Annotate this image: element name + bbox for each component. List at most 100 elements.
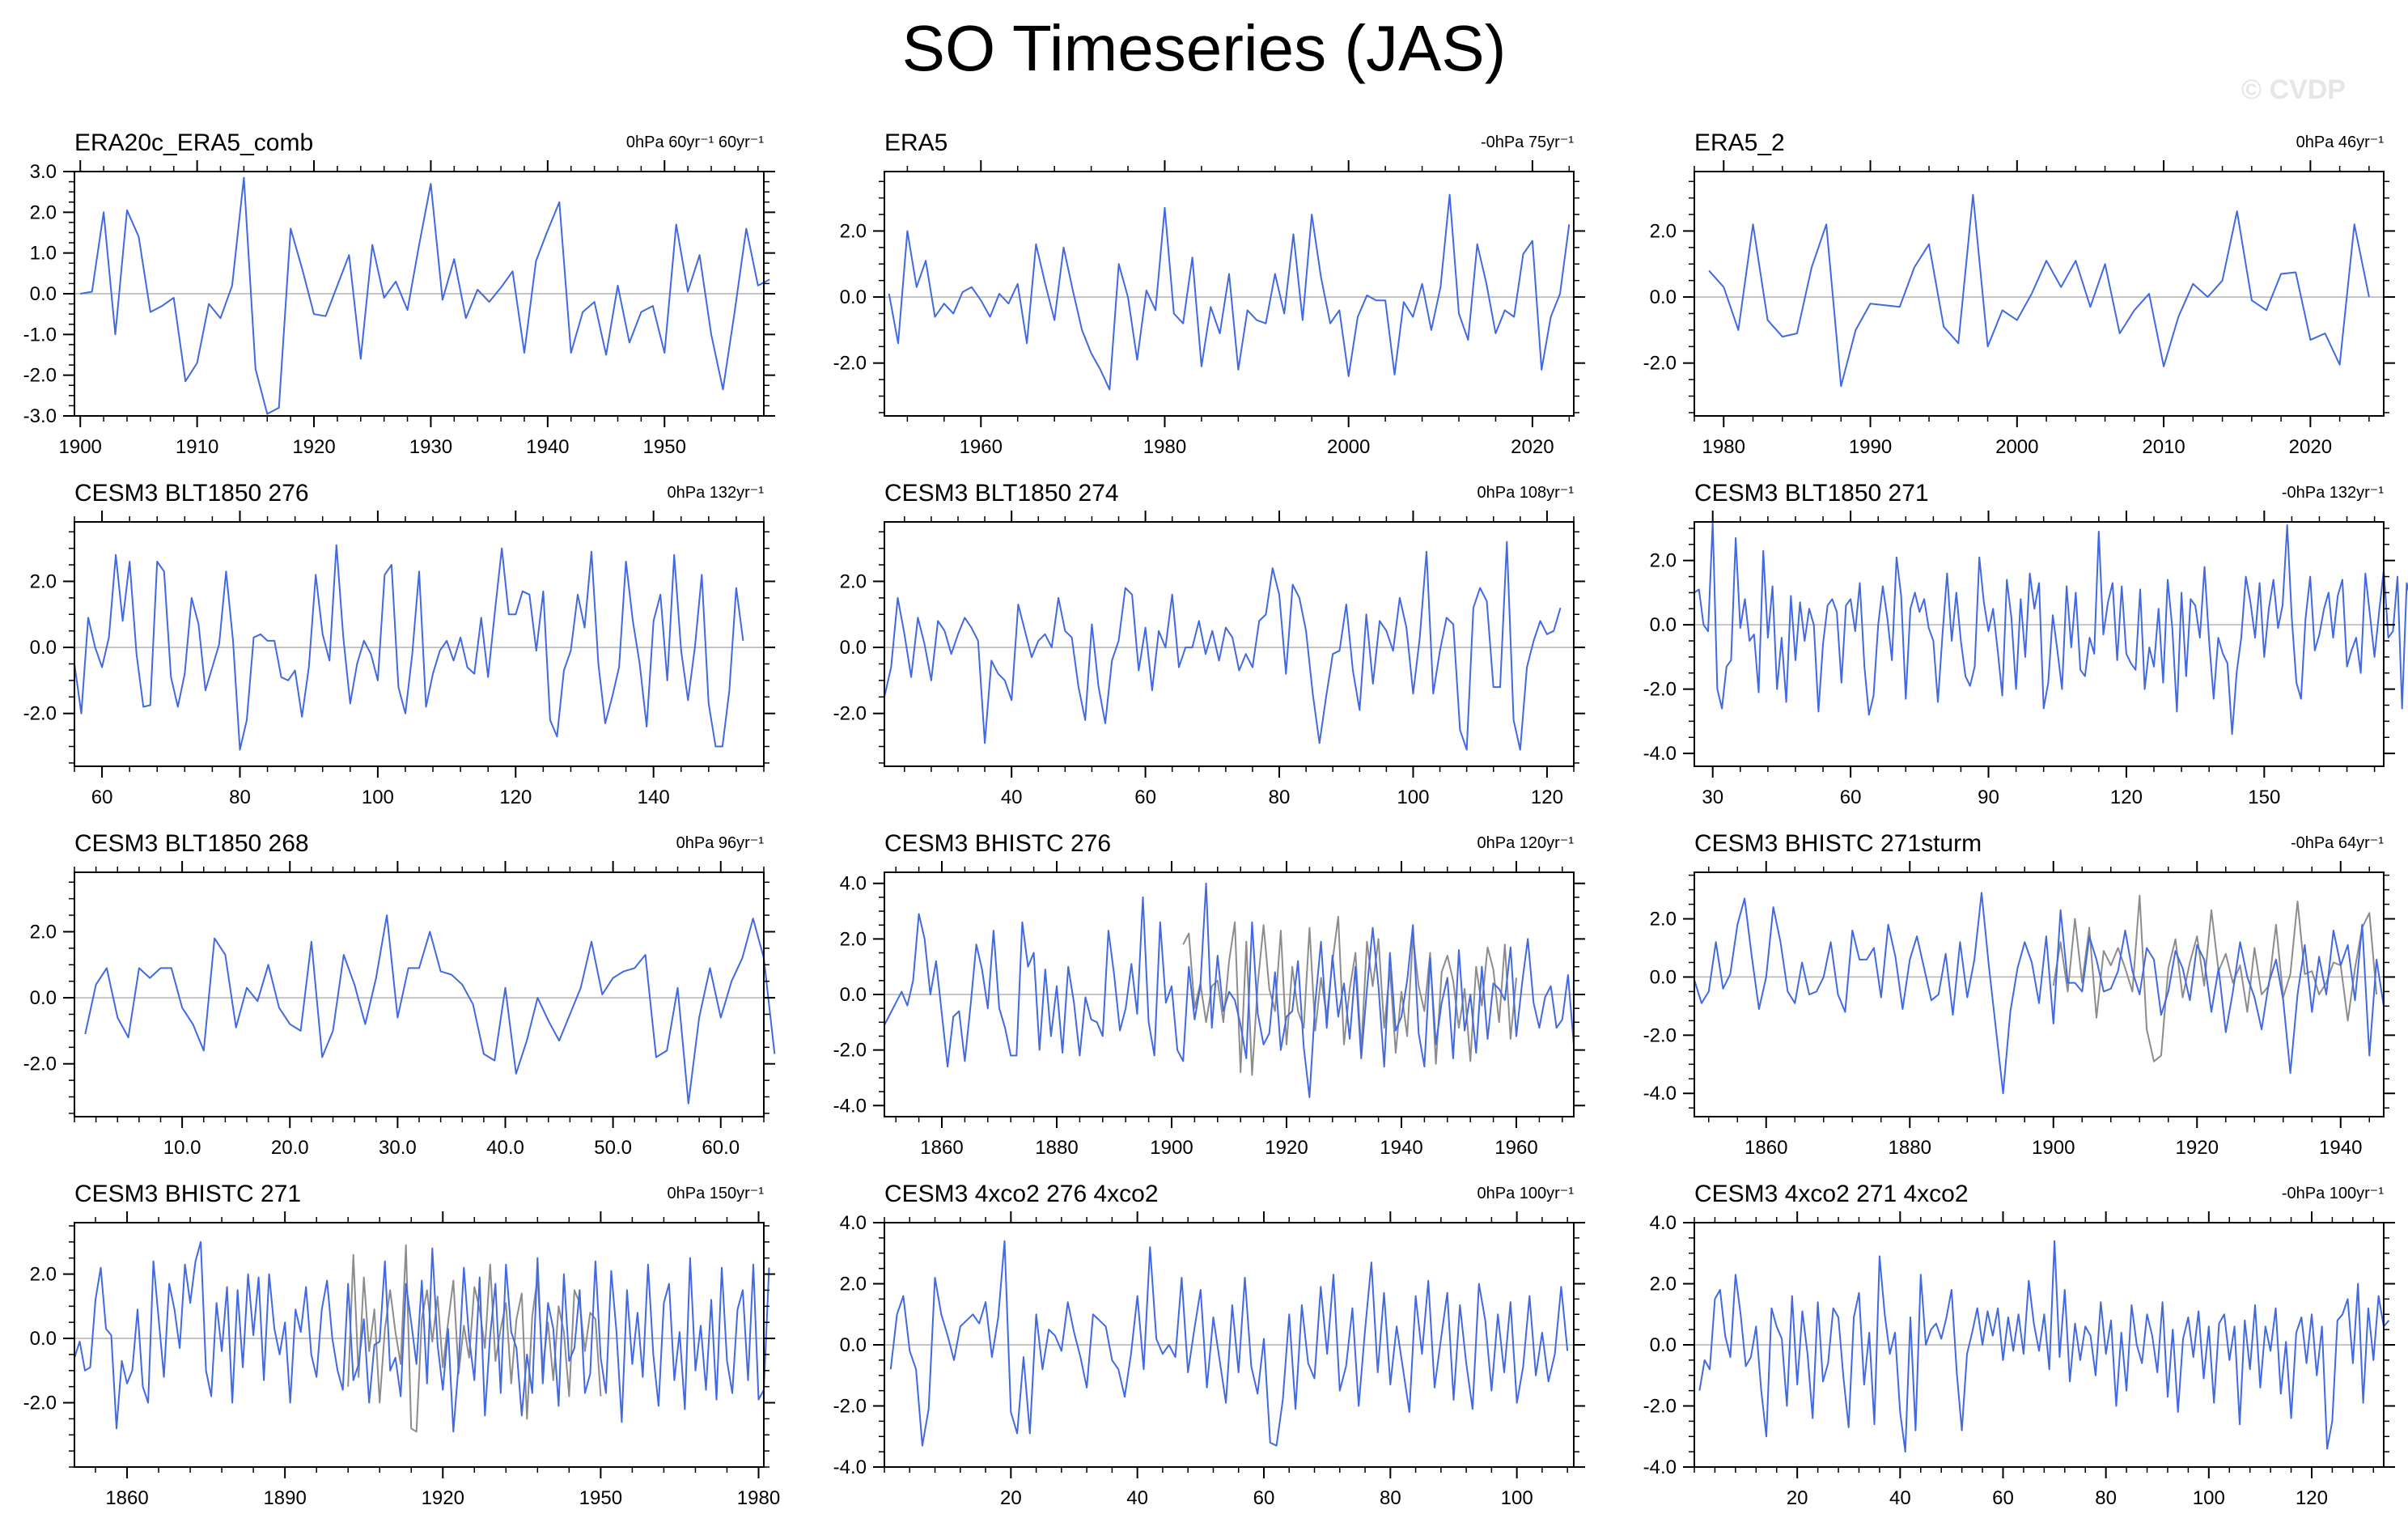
x-tick-label: 1900 bbox=[1150, 1137, 1193, 1159]
series-line bbox=[1694, 892, 2385, 1095]
y-tick-label: -2.0 bbox=[23, 365, 57, 387]
x-tick-label: 120 bbox=[499, 787, 532, 808]
x-tick-label: 30.0 bbox=[379, 1137, 417, 1159]
x-tick-label: 60 bbox=[1253, 1487, 1275, 1509]
y-tick-label: -2.0 bbox=[833, 703, 867, 725]
panel-title: ERA20c_ERA5_comb bbox=[74, 129, 313, 156]
y-tick-label: 0.0 bbox=[30, 1328, 57, 1350]
y-tick-label: 4.0 bbox=[1650, 1212, 1677, 1234]
panel-stats: -0hPa 132yr⁻¹ bbox=[2282, 484, 2385, 502]
y-tick-label: 2.0 bbox=[840, 928, 867, 950]
panel-stats: 0hPa 150yr⁻¹ bbox=[667, 1185, 764, 1202]
y-tick-label: 2.0 bbox=[30, 201, 57, 223]
y-tick-label: 2.0 bbox=[1650, 1274, 1677, 1295]
timeseries-panel: 10.0 20.0 30.0 40.0 50.0 60.0 -2.0 0.0 2.0 CESM3 … bbox=[23, 830, 776, 1159]
y-tick-label: 0.0 bbox=[30, 283, 57, 305]
y-tick-label: -4.0 bbox=[1643, 1457, 1677, 1478]
y-tick-label: 2.0 bbox=[30, 921, 57, 943]
panel-stats: 0hPa 100yr⁻¹ bbox=[1477, 1185, 1574, 1202]
overlay-series-line bbox=[347, 1244, 602, 1433]
x-tick-label: 1980 bbox=[737, 1487, 780, 1509]
y-tick-label: 0.0 bbox=[840, 984, 867, 1006]
plot-frame bbox=[884, 521, 1575, 767]
panel-title: CESM3 BHISTC 271 bbox=[74, 1181, 301, 1207]
timeseries-panel: 20 40 60 80 100 -4.0 -2.0 0.0 2.0 4.0 CESM3 4xco2 … bbox=[833, 1181, 1585, 1509]
plot-frame bbox=[1694, 171, 2385, 417]
x-tick-label: 40 bbox=[1001, 787, 1023, 808]
x-tick-label: 1890 bbox=[263, 1487, 306, 1509]
panel-title: CESM3 4xco2 276 4xco2 bbox=[884, 1181, 1159, 1207]
overlay-series-line bbox=[1182, 915, 1517, 1076]
y-tick-label: -4.0 bbox=[833, 1457, 867, 1478]
timeseries-panel: 1980 1990 2000 2010 2020 -2.0 0.0 2.0 ERA5_2 0hPa… bbox=[1643, 129, 2395, 458]
timeseries-panel: 60 80 100 120 140 -2.0 0.0 2.0 CESM3 BLT1850 276… bbox=[23, 480, 775, 808]
series-line bbox=[74, 544, 744, 751]
panel-title: CESM3 BLT1850 274 bbox=[884, 480, 1119, 507]
x-tick-label: 1940 bbox=[2319, 1137, 2362, 1159]
x-tick-label: 1900 bbox=[2032, 1137, 2075, 1159]
y-tick-label: -3.0 bbox=[23, 405, 57, 427]
x-tick-label: 1860 bbox=[1745, 1137, 1787, 1159]
x-tick-label: 1960 bbox=[1494, 1137, 1537, 1159]
panel-stats: 0hPa 132yr⁻¹ bbox=[667, 484, 764, 502]
x-tick-label: 1880 bbox=[1889, 1137, 1931, 1159]
plot-frame bbox=[1694, 521, 2385, 767]
panel-stats: 0hPa 96yr⁻¹ bbox=[676, 834, 765, 852]
x-tick-label: 1940 bbox=[1380, 1137, 1422, 1159]
x-tick-label: 80 bbox=[1380, 1487, 1401, 1509]
plot-frame bbox=[1694, 871, 2385, 1117]
y-tick-label: -2.0 bbox=[23, 703, 57, 725]
y-tick-label: 2.0 bbox=[840, 220, 867, 242]
x-tick-label: 60 bbox=[1134, 787, 1156, 808]
x-tick-label: 1990 bbox=[1849, 436, 1892, 458]
x-tick-label: 20 bbox=[1787, 1487, 1808, 1509]
panel-stats: 0hPa 120yr⁻¹ bbox=[1477, 834, 1574, 852]
x-tick-label: 60 bbox=[91, 787, 113, 808]
x-tick-label: 80 bbox=[2095, 1487, 2117, 1509]
y-tick-label: -2.0 bbox=[1643, 353, 1677, 375]
series-line bbox=[84, 914, 776, 1105]
series-line bbox=[884, 541, 1562, 751]
y-tick-label: -2.0 bbox=[23, 1054, 57, 1075]
x-tick-label: 60 bbox=[1840, 787, 1862, 808]
panel-title: CESM3 BHISTC 276 bbox=[884, 830, 1111, 857]
panel-title: CESM3 BLT1850 268 bbox=[74, 830, 309, 857]
overlay-series-line bbox=[2052, 894, 2378, 1062]
y-tick-label: -2.0 bbox=[833, 1040, 867, 1062]
y-tick-label: -2.0 bbox=[833, 353, 867, 375]
y-tick-label: 2.0 bbox=[1650, 550, 1677, 572]
panel-title: ERA5 bbox=[884, 129, 948, 156]
series-line bbox=[80, 176, 770, 415]
timeseries-panel: 1860 1880 1900 1920 1940 1960 -4.0 -2.0 0.0 2.0 4.… bbox=[833, 830, 1585, 1159]
panel-stats: -0hPa 100yr⁻¹ bbox=[2282, 1185, 2385, 1202]
x-tick-label: 120 bbox=[1531, 787, 1563, 808]
x-tick-label: 1980 bbox=[1702, 436, 1745, 458]
x-tick-label: 2020 bbox=[2289, 436, 2332, 458]
panel-title: CESM3 BLT1850 276 bbox=[74, 480, 309, 507]
page-title: SO Timeseries (JAS) bbox=[901, 12, 1507, 84]
x-tick-label: 2000 bbox=[1995, 436, 2038, 458]
series-line bbox=[1694, 521, 2408, 736]
series-line bbox=[888, 193, 1571, 391]
x-tick-label: 20.0 bbox=[271, 1137, 309, 1159]
x-tick-label: 1920 bbox=[422, 1487, 464, 1509]
x-tick-label: 100 bbox=[362, 787, 394, 808]
plot-frame bbox=[74, 521, 765, 767]
copyright-watermark: © CVDP bbox=[2241, 74, 2346, 105]
x-tick-label: 120 bbox=[2110, 787, 2143, 808]
y-tick-label: 2.0 bbox=[1650, 220, 1677, 242]
x-tick-label: 150 bbox=[2248, 787, 2280, 808]
y-tick-label: -4.0 bbox=[833, 1095, 867, 1117]
timeseries-panel: 1960 1980 2000 2020 -2.0 0.0 2.0 ERA5 -0hPa 75yr… bbox=[833, 129, 1585, 458]
panel-title: CESM3 BHISTC 271sturm bbox=[1694, 830, 1982, 857]
x-tick-label: 100 bbox=[1501, 1487, 1533, 1509]
x-tick-label: 1950 bbox=[643, 436, 686, 458]
plot-frame bbox=[884, 171, 1575, 417]
series-line bbox=[1698, 1240, 2390, 1453]
timeseries-panel: 30 60 90 120 150 -4.0 -2.0 0.0 2.0 CESM3 BLT1850 … bbox=[1643, 480, 2408, 808]
series-line bbox=[889, 1240, 1569, 1447]
y-tick-label: -2.0 bbox=[23, 1393, 57, 1414]
x-tick-label: 1860 bbox=[920, 1137, 963, 1159]
y-tick-label: 2.0 bbox=[1650, 909, 1677, 931]
